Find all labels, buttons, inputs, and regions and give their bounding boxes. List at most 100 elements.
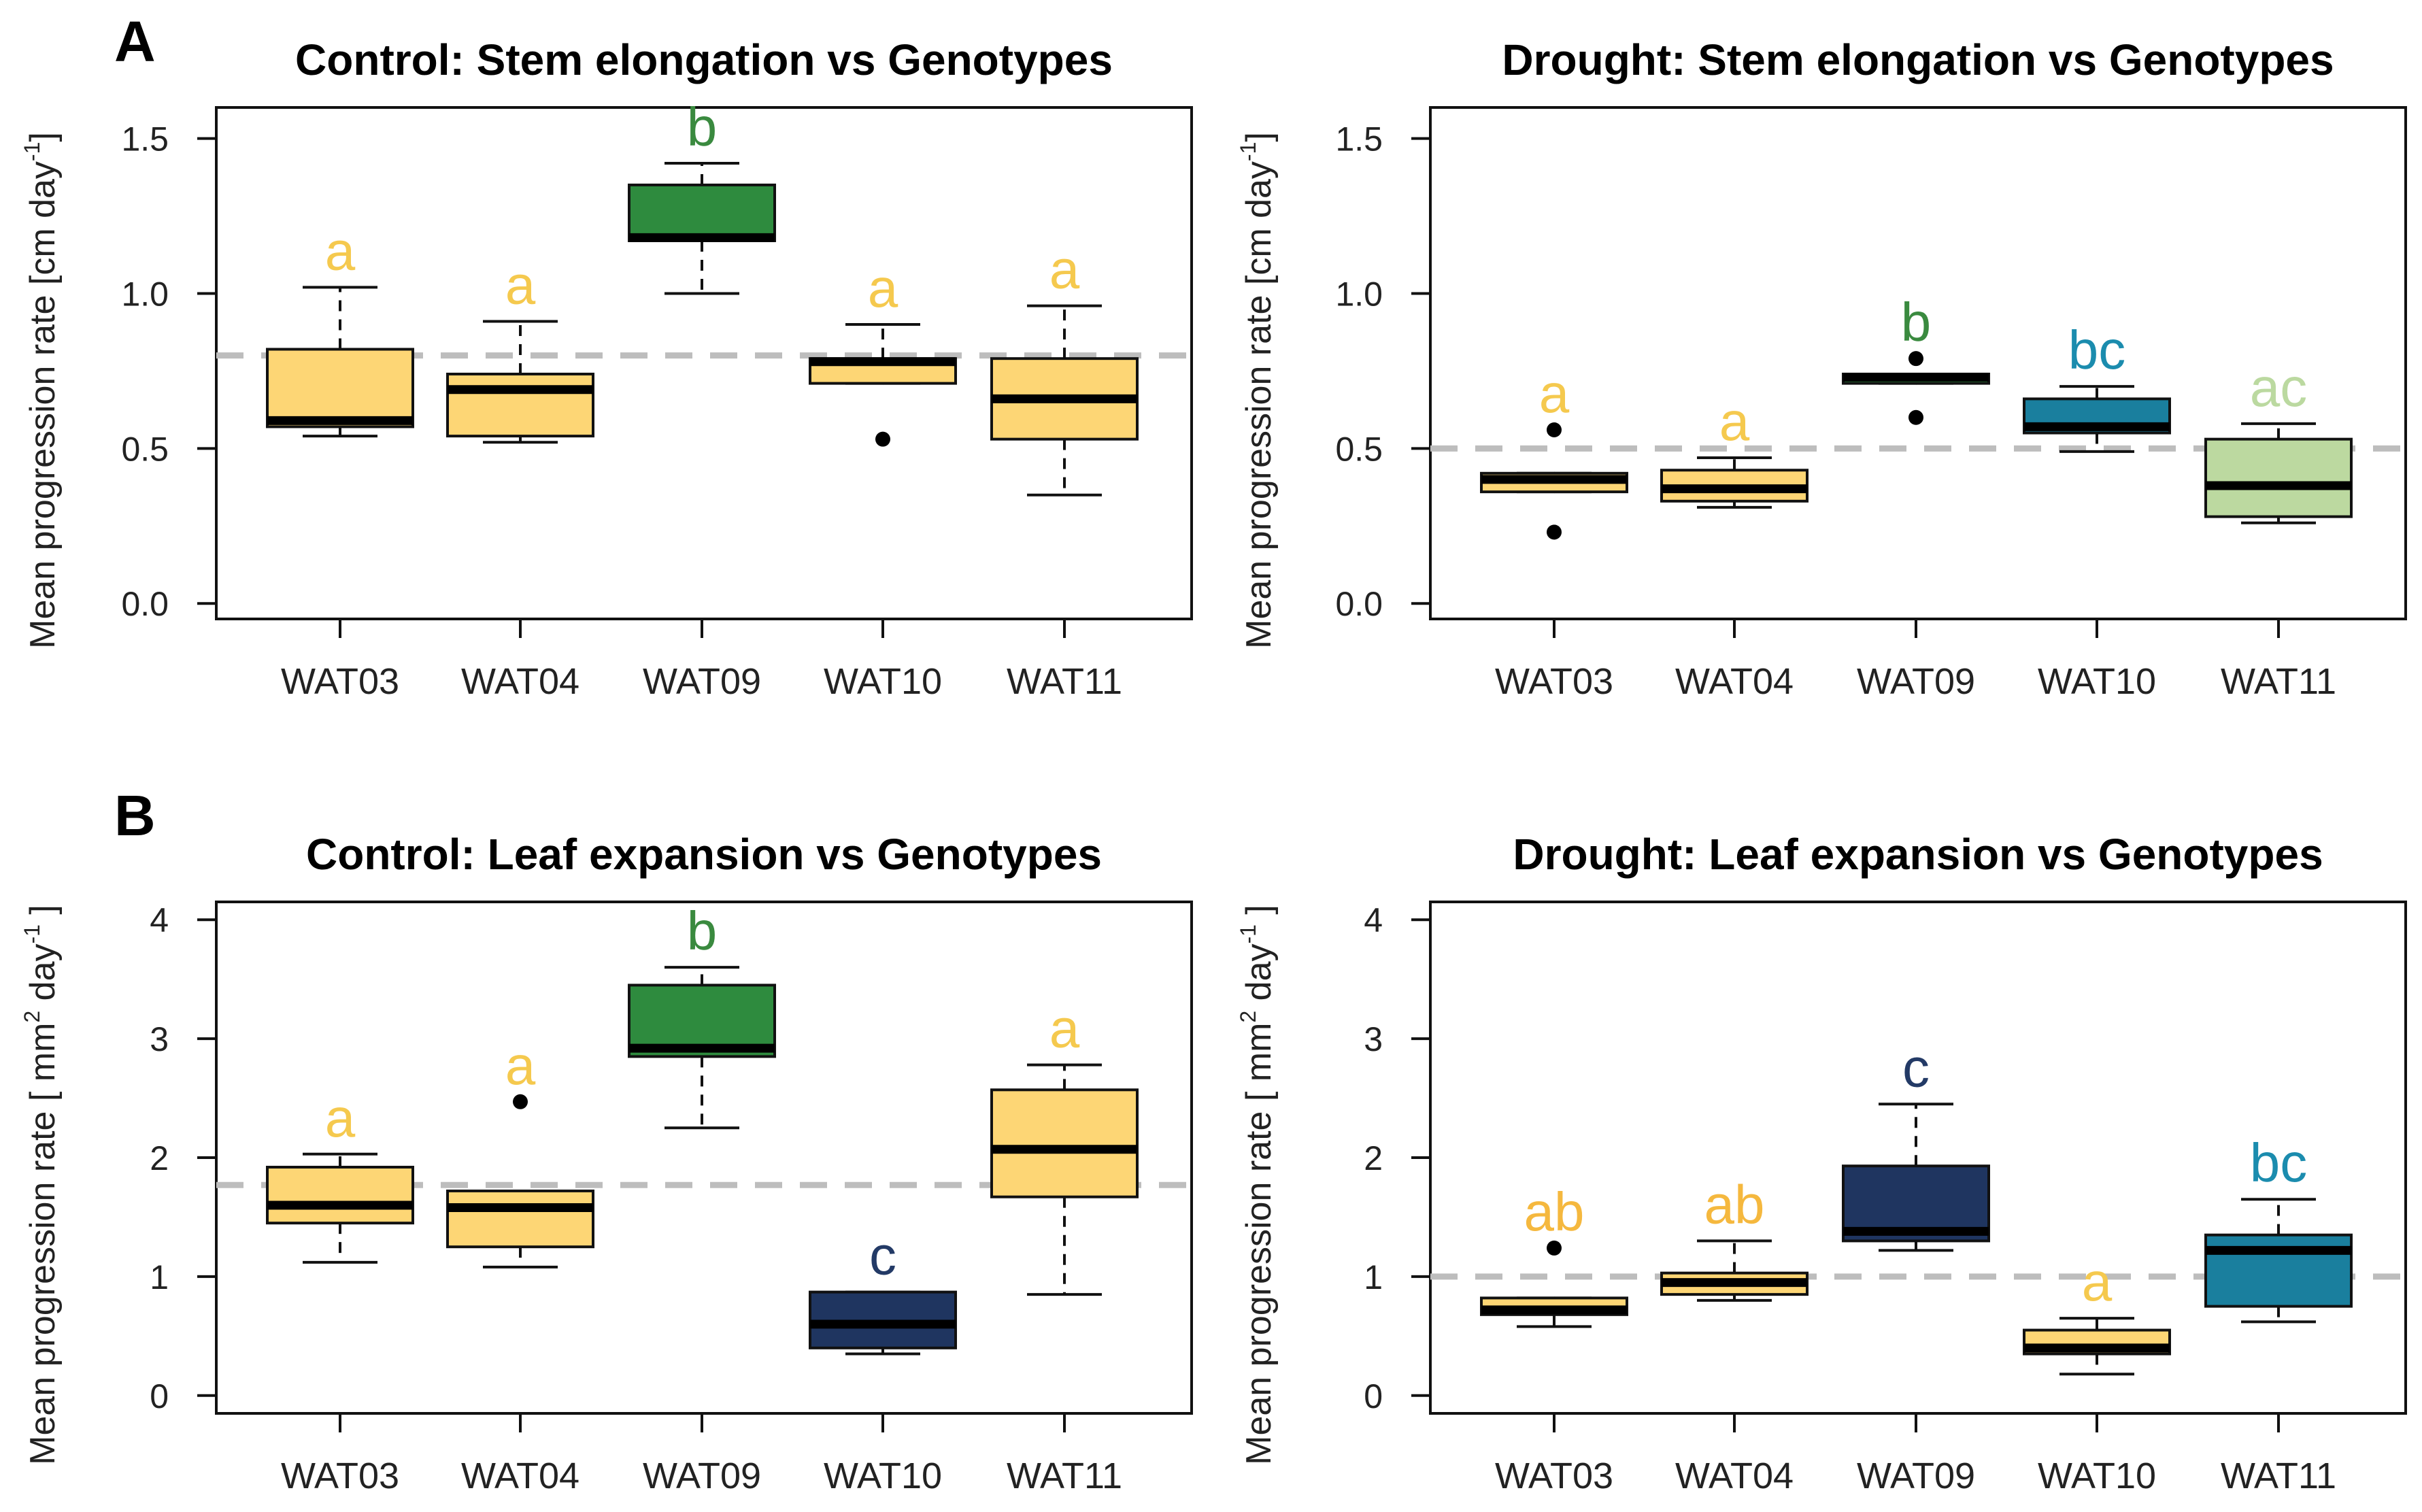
y-tick-label: 1 (150, 1258, 169, 1296)
x-tick-label: WAT04 (461, 1456, 579, 1496)
chart-title: Drought: Leaf expansion vs Genotypes (1513, 830, 2323, 879)
panel-label: A (114, 10, 156, 73)
x-tick-label: WAT03 (281, 1456, 399, 1496)
significance-letter: a (505, 254, 536, 315)
x-tick-label: WAT11 (1007, 1456, 1122, 1496)
box-wat03: a (266, 220, 414, 438)
box-wat11: bc (2204, 1132, 2353, 1324)
significance-letter: a (1539, 363, 1570, 424)
y-tick-label: 0 (1364, 1377, 1383, 1415)
x-tick-label: WAT10 (824, 661, 942, 702)
y-tick-label: 1 (1364, 1258, 1383, 1296)
y-tick-label: 3 (150, 1020, 169, 1058)
significance-letter: c (869, 1226, 896, 1286)
x-tick-label: WAT03 (1495, 661, 1613, 702)
box-body (990, 1088, 1139, 1198)
y-axis-label-ylabel-mid: day (23, 944, 63, 1011)
x-tick-label: WAT10 (2038, 661, 2156, 702)
chart-title: Control: Stem elongation vs Genotypes (295, 35, 1113, 84)
outlier-point (1547, 524, 1562, 540)
x-tick-label: WAT03 (281, 661, 399, 702)
box-wat11: a (990, 239, 1139, 497)
box-wat03: a (266, 1088, 414, 1264)
box-body (266, 1165, 414, 1225)
x-tick-label: WAT04 (1675, 661, 1794, 702)
panel-1: A Control: Stem elongation vs Genotypes 0.… (20, 10, 1193, 702)
significance-letter: bc (2250, 1132, 2308, 1193)
y-tick-label: 4 (150, 901, 169, 939)
significance-letter: a (868, 258, 898, 318)
outlier-point (513, 1094, 528, 1109)
significance-letter: ab (1704, 1174, 1765, 1234)
x-tick-label: WAT09 (643, 1456, 761, 1496)
significance-letter: a (325, 1088, 356, 1148)
significance-letter: b (687, 97, 718, 157)
panel-label: B (114, 784, 156, 847)
chart-title: Drought: Stem elongation vs Genotypes (1502, 35, 2334, 84)
box-body (2204, 437, 2353, 518)
plot-frame (215, 106, 1193, 620)
box-wat09: b (628, 901, 776, 1130)
outlier-point (1908, 351, 1923, 367)
y-axis-label-ylabel-end: ] (1239, 132, 1279, 141)
y-tick-label: 2 (150, 1139, 169, 1177)
significance-letter: ac (2250, 357, 2308, 418)
y-tick-label: 0.0 (121, 585, 169, 623)
significance-letter: a (1049, 998, 1080, 1059)
significance-letter: a (1719, 391, 1750, 452)
significance-letter: a (1049, 239, 1080, 300)
significance-letter: a (505, 1035, 536, 1096)
x-tick-label: WAT11 (2221, 661, 2336, 702)
significance-letter: a (325, 220, 356, 281)
outlier-point (875, 431, 890, 447)
y-tick-label: 1.0 (121, 275, 169, 313)
box-wat11: ac (2204, 357, 2353, 524)
box-wat09: b (628, 97, 776, 295)
y-tick-label: 1.5 (121, 120, 169, 158)
box-wat10: c (809, 1226, 957, 1356)
box-wat11: a (990, 998, 1139, 1296)
box-wat09: c (1842, 1037, 1990, 1252)
x-tick-label: WAT09 (643, 661, 761, 702)
box-body (2204, 1233, 2353, 1308)
y-axis-label-ylabel-sup2: 2 (20, 1011, 44, 1023)
x-tick-label: WAT04 (461, 661, 579, 702)
box-body (446, 372, 594, 438)
y-tick-label: 0.5 (121, 430, 169, 468)
x-tick-label: WAT09 (1857, 661, 1975, 702)
significance-letter: b (1901, 292, 1932, 352)
significance-letter: a (2082, 1251, 2113, 1312)
y-axis-label-ylabel-sup2: 2 (1236, 1011, 1260, 1023)
box-wat03: a (1480, 363, 1628, 540)
x-tick-label: WAT11 (2221, 1456, 2336, 1496)
x-tick-label: WAT10 (2038, 1456, 2156, 1496)
box-body (628, 183, 776, 242)
x-tick-label: WAT11 (1007, 661, 1122, 702)
x-tick-label: WAT04 (1675, 1456, 1794, 1496)
y-axis-label-ylabel: Mean progression rate [cm day (23, 161, 63, 649)
y-tick-label: 0.0 (1335, 585, 1383, 623)
y-tick-label: 1.0 (1335, 275, 1383, 313)
box-wat10: a (2023, 1251, 2171, 1376)
box-wat04: a (1660, 391, 1809, 509)
y-axis-label: Mean progression rate [cm day-1] (20, 132, 63, 649)
box-wat09: b (1842, 292, 1990, 425)
box-wat04: ab (1660, 1174, 1809, 1302)
y-axis-label-ylabel-sup: -1 (1236, 924, 1260, 943)
y-tick-label: 4 (1364, 901, 1383, 939)
box-wat03: ab (1480, 1181, 1628, 1328)
plot-frame (1429, 106, 2407, 620)
y-axis-label-ylabel-end: ] (23, 905, 63, 924)
outlier-point (1547, 1240, 1562, 1256)
box-wat10: a (809, 258, 957, 447)
box-wat04: a (446, 254, 594, 444)
chart-title: Control: Leaf expansion vs Genotypes (306, 830, 1102, 879)
x-tick-label: WAT10 (824, 1456, 942, 1496)
y-tick-label: 0 (150, 1377, 169, 1415)
box-body (446, 1189, 594, 1249)
y-axis-label: Mean progression rate [ mm2 day-1 ] (1236, 905, 1279, 1465)
panel-2: Drought: Stem elongation vs Genotypes 0.0… (1236, 35, 2407, 702)
significance-letter: b (687, 901, 718, 961)
significance-letter: ab (1524, 1181, 1585, 1242)
